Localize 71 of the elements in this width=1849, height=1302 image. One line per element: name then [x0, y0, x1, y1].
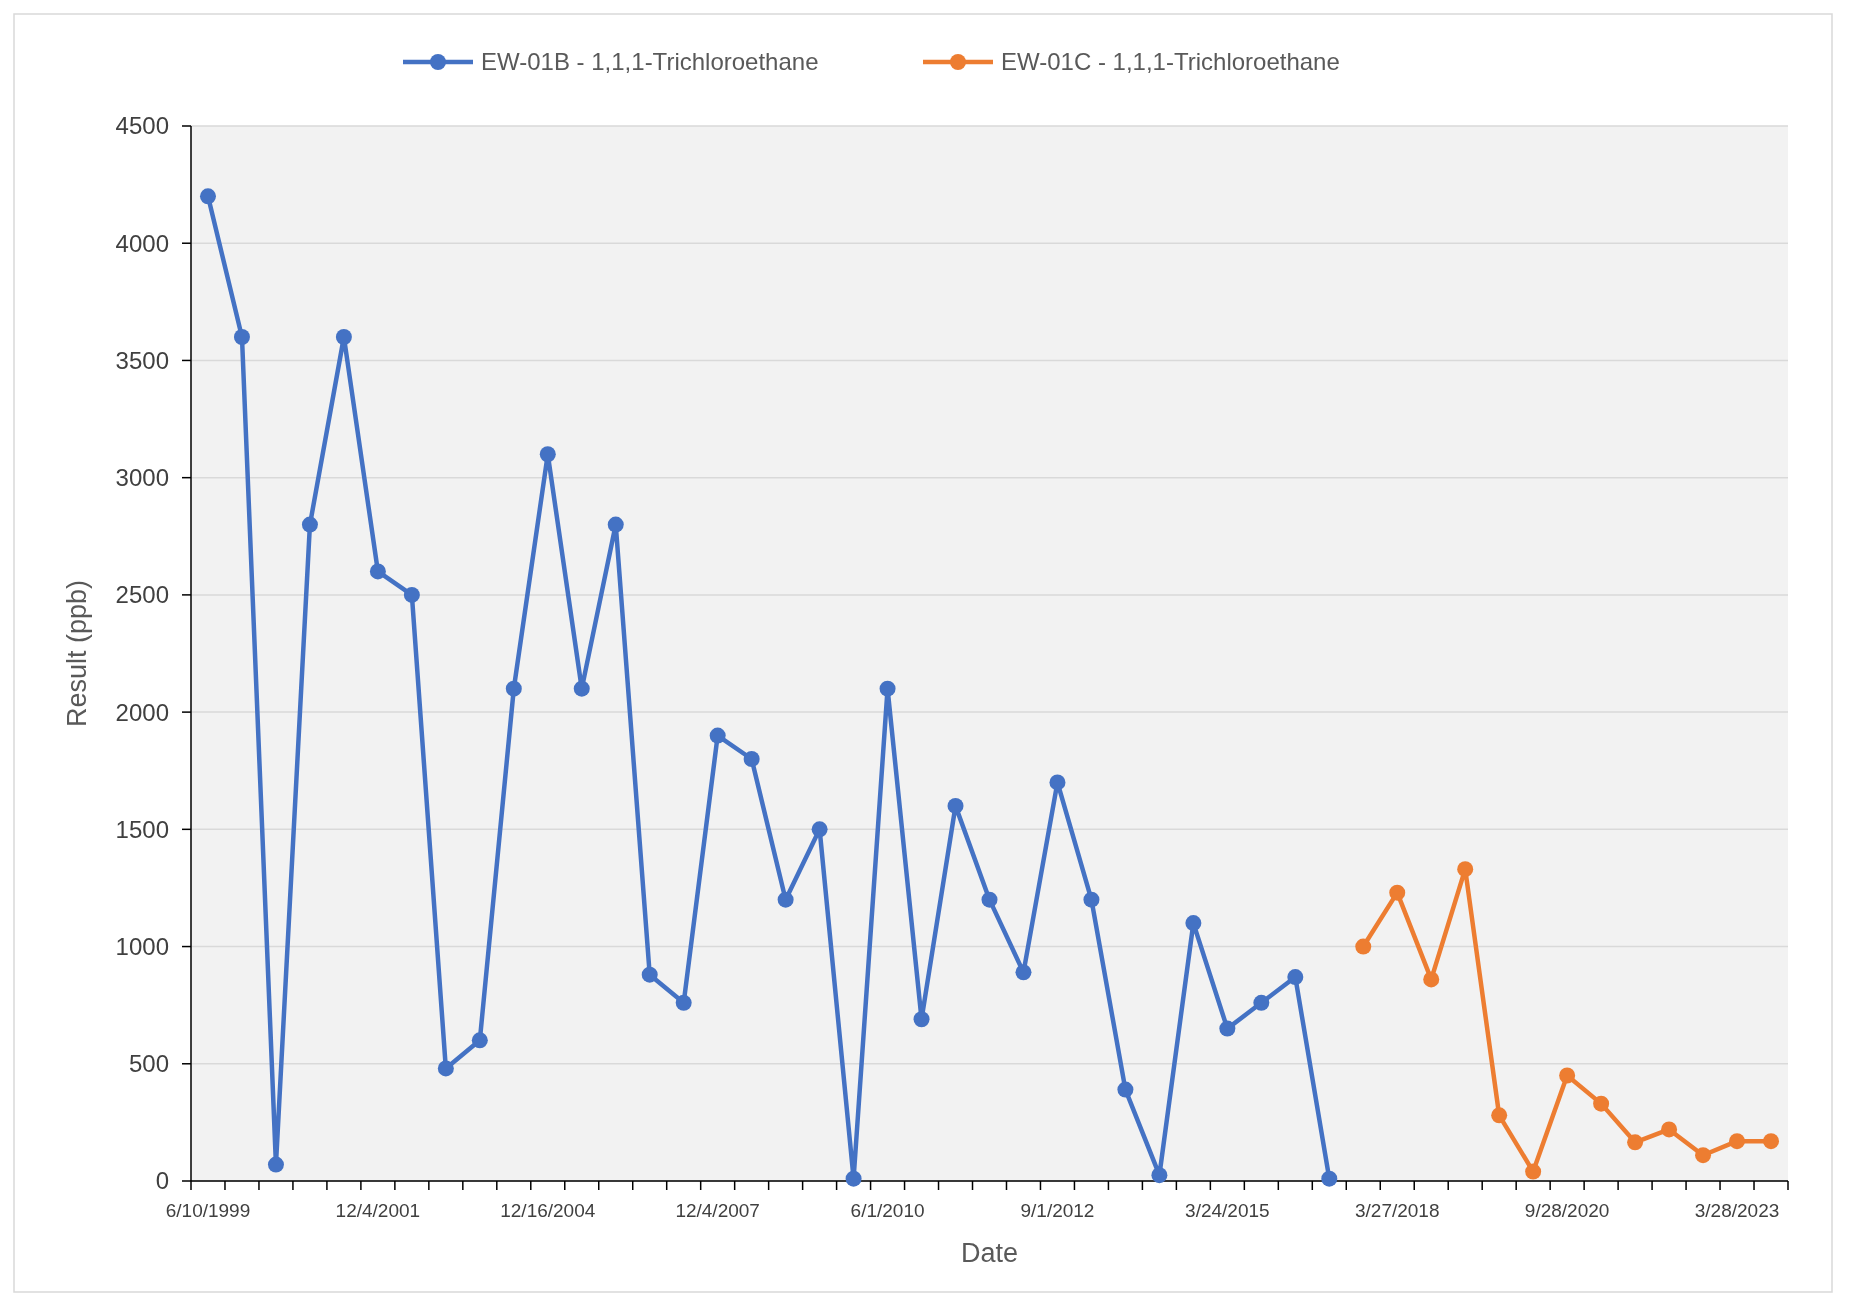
- y-tick-label: 2500: [115, 581, 169, 609]
- x-tick-label: 9/28/2020: [1524, 1200, 1610, 1221]
- point: [641, 966, 658, 983]
- point: [1491, 1107, 1508, 1124]
- y-tick-label: 500: [128, 1050, 169, 1078]
- point: [1559, 1067, 1576, 1084]
- point: [233, 329, 250, 345]
- point: [403, 586, 420, 603]
- x-tick-label: 12/4/2007: [675, 1200, 760, 1221]
- point: [811, 821, 828, 838]
- point: [1389, 884, 1406, 901]
- point: [743, 751, 760, 767]
- point: [1219, 1020, 1236, 1037]
- point: [777, 891, 794, 908]
- point: [301, 516, 318, 533]
- point: [437, 1060, 454, 1077]
- legend-label: EW-01C - 1,1,1-Trichloroethane: [1001, 48, 1340, 76]
- point: [267, 1156, 284, 1173]
- point: [539, 446, 556, 463]
- point: [1525, 1163, 1542, 1180]
- point: [607, 516, 624, 533]
- y-tick-label: 2000: [115, 698, 169, 726]
- y-tick-label: 0: [155, 1167, 169, 1195]
- point: [573, 680, 590, 697]
- point: [913, 1011, 930, 1028]
- y-tick-label: 3000: [115, 464, 169, 492]
- x-axis-title: Date: [960, 1238, 1019, 1268]
- point: [1049, 774, 1066, 791]
- point: [1015, 964, 1032, 981]
- point: [1151, 1167, 1168, 1184]
- y-tick-label: 1000: [115, 932, 169, 960]
- x-tick-label: 12/16/2004: [500, 1200, 596, 1221]
- point: [1457, 861, 1474, 878]
- x-tick-label: 6/10/1999: [165, 1200, 251, 1221]
- point: [845, 1170, 862, 1187]
- point: [1117, 1081, 1134, 1098]
- x-tick-label: 12/4/2001: [335, 1200, 421, 1221]
- point: [1627, 1134, 1644, 1151]
- point: [675, 994, 692, 1011]
- point: [879, 680, 896, 697]
- point: [1355, 938, 1372, 955]
- point: [1185, 915, 1202, 932]
- point: [505, 680, 522, 697]
- point: [947, 797, 964, 814]
- x-tick-label: 6/1/2010: [850, 1200, 925, 1221]
- x-tick-label: 3/24/2015: [1185, 1200, 1270, 1221]
- point: [1661, 1121, 1678, 1138]
- point: [1083, 891, 1100, 908]
- point: [1695, 1147, 1712, 1164]
- y-tick-label: 3500: [115, 346, 169, 374]
- x-tick-label: 9/1/2012: [1020, 1200, 1095, 1221]
- point: [471, 1032, 488, 1049]
- point: [1253, 994, 1270, 1011]
- x-tick-label: 3/27/2018: [1354, 1200, 1440, 1221]
- y-tick-label: 4000: [115, 229, 169, 257]
- point: [1321, 1170, 1338, 1187]
- point: [1423, 971, 1440, 988]
- point: [981, 891, 998, 908]
- y-axis-title: Result (ppb): [62, 579, 92, 728]
- x-tick-label: 3/28/2023: [1694, 1200, 1780, 1221]
- point: [709, 727, 726, 744]
- legend-label: EW-01B - 1,1,1-Trichloroethane: [481, 48, 819, 76]
- point: [1593, 1095, 1610, 1112]
- point: [1729, 1133, 1746, 1150]
- y-tick-label: 1500: [115, 815, 169, 843]
- point: [1763, 1133, 1780, 1150]
- point: [335, 329, 352, 345]
- point: [199, 188, 216, 205]
- point: [1287, 969, 1304, 986]
- point: [369, 563, 386, 580]
- y-tick-label: 4500: [115, 112, 169, 140]
